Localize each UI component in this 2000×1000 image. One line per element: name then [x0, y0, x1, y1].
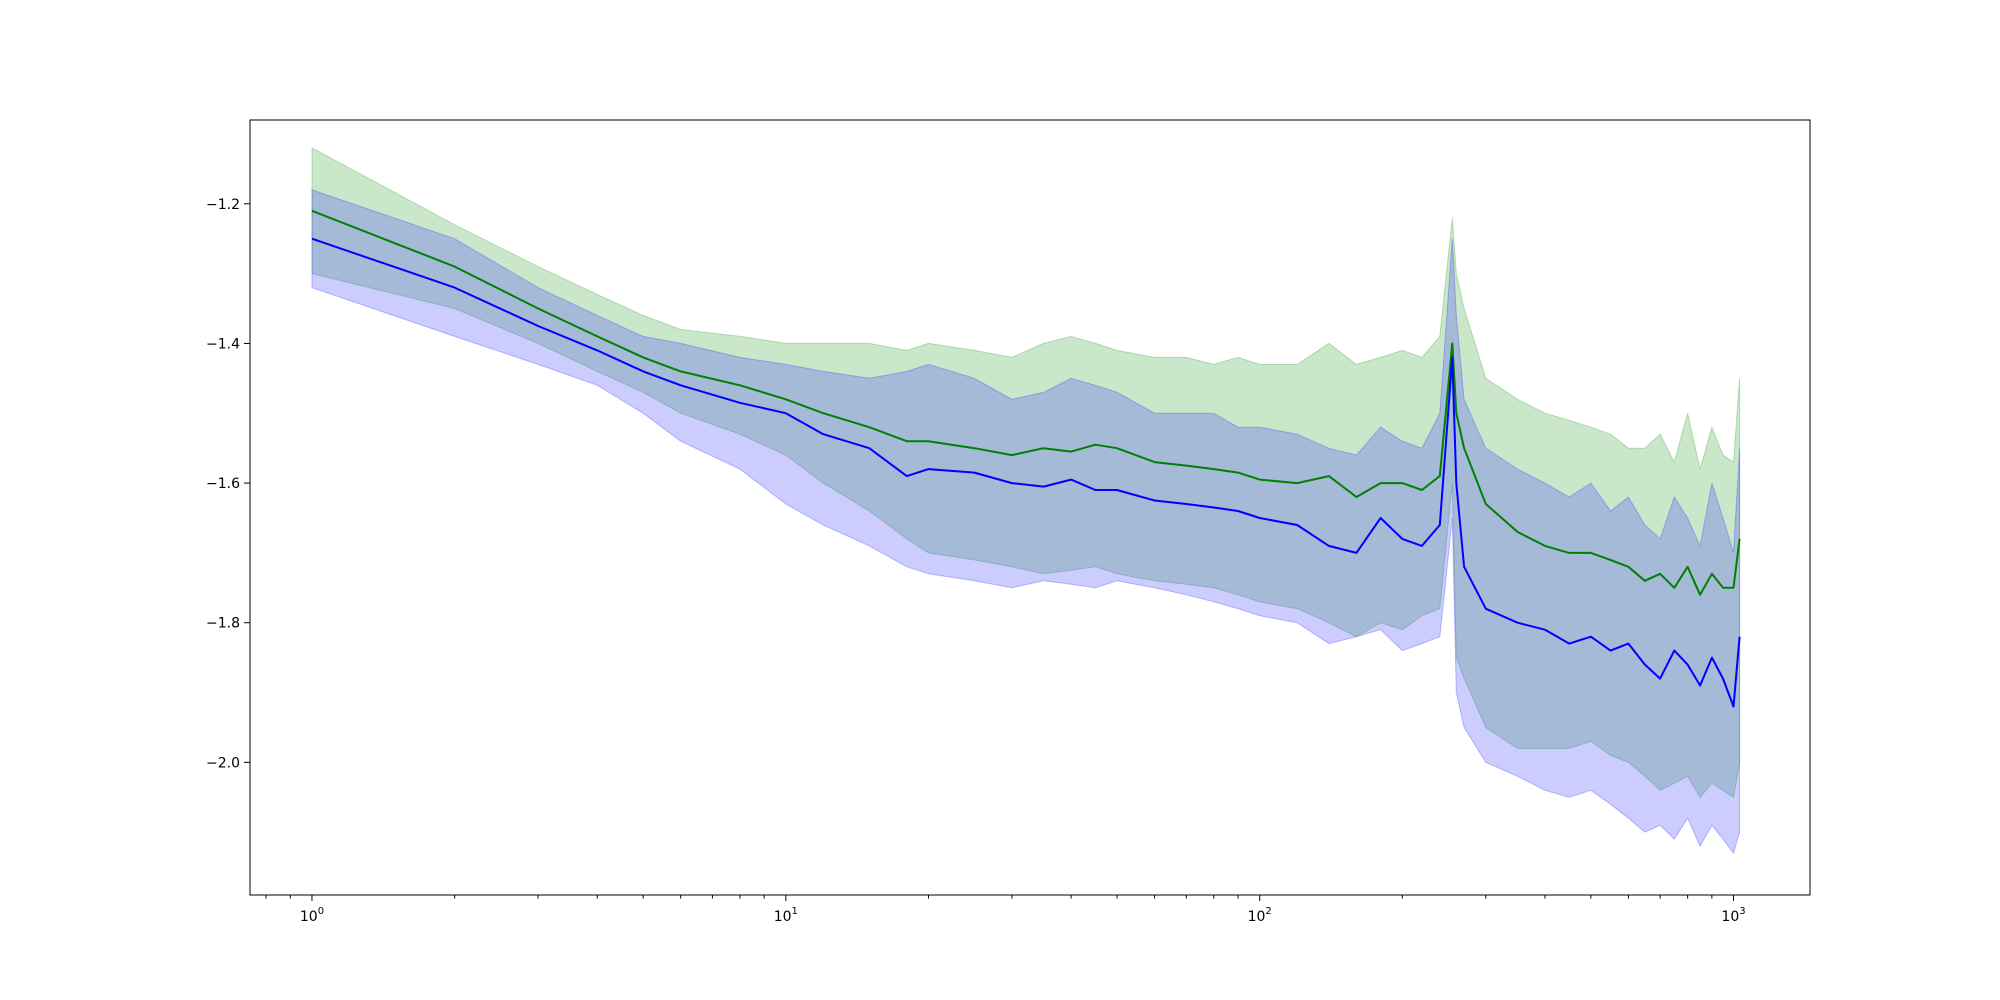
- x-tick-label: 100: [300, 906, 324, 925]
- series-0-confidence-band: [311, 147, 1741, 799]
- y-tick-label: −1.4: [206, 336, 240, 352]
- series-1-confidence-band: [311, 189, 1741, 855]
- x-tick-label: 102: [1248, 906, 1272, 925]
- y-tick-label: −2.0: [206, 755, 240, 771]
- series-1-line: [311, 237, 1741, 708]
- plot-area: [311, 147, 1741, 855]
- axis-ticks: 100 101 102 103 −2.0 −1.8 −1.6 −1.4 −1.2: [206, 197, 1746, 925]
- x-tick-label: 103: [1721, 906, 1745, 925]
- x-tick-label: 101: [774, 906, 798, 925]
- axes-frame: [249, 119, 1811, 896]
- y-tick-label: −1.6: [206, 476, 240, 492]
- y-tick-label: −1.8: [206, 616, 240, 632]
- y-tick-label: −1.2: [206, 197, 240, 213]
- series-0-line: [311, 209, 1741, 596]
